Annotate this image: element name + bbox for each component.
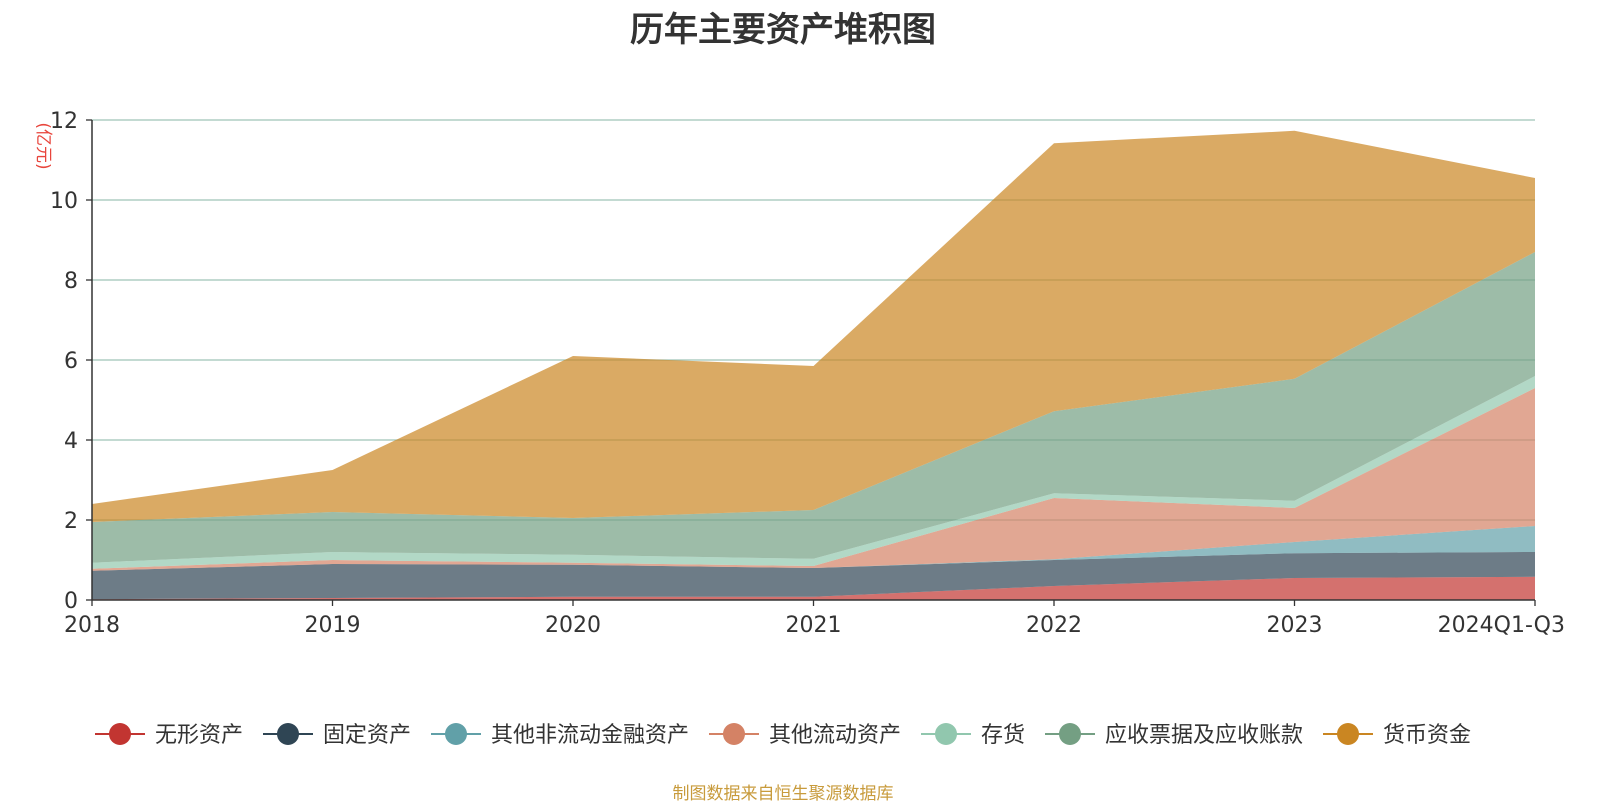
x-tick-label: 2018	[64, 613, 120, 638]
legend-item-4[interactable]: 存货	[921, 723, 1025, 748]
legend-marker	[722, 723, 745, 745]
legend-marker	[108, 723, 131, 745]
legend-item-1[interactable]: 固定资产	[262, 723, 411, 748]
legend-label: 货币资金	[1383, 723, 1471, 748]
x-tick-label: 2022	[1026, 613, 1082, 638]
legend-marker	[1059, 723, 1082, 745]
area-series-group	[92, 130, 1535, 600]
y-tick-label: 0	[64, 589, 78, 614]
area-series-6[interactable]	[92, 130, 1535, 523]
y-tick-label: 10	[50, 189, 78, 214]
y-tick-label: 8	[64, 269, 78, 294]
legend-marker	[935, 723, 958, 745]
area-series-5[interactable]	[92, 252, 1535, 563]
legend-label: 无形资产	[155, 723, 243, 748]
x-tick-label: 2023	[1267, 613, 1323, 638]
area-series-2[interactable]	[92, 526, 1535, 571]
legend: 无形资产 固定资产 其他非流动金融资产 其他流动资产 存货 应收票据及应收账款 货币资金	[94, 723, 1471, 748]
legend-item-0[interactable]: 无形资产	[94, 723, 243, 748]
y-tick-label: 2	[64, 509, 78, 534]
legend-item-6[interactable]: 货币资金	[1323, 723, 1471, 748]
y-tick-label: 4	[64, 429, 78, 454]
x-tick-label: 2019	[305, 613, 361, 638]
y-tick-label: 6	[64, 349, 78, 374]
legend-marker	[276, 723, 299, 745]
y-unit-label: (亿元)	[33, 122, 53, 169]
x-tick-label: 2020	[545, 613, 601, 638]
legend-label: 其他流动资产	[769, 723, 901, 748]
data-source-note: 制图数据来自恒生聚源数据库	[672, 784, 894, 804]
legend-label: 存货	[981, 723, 1025, 748]
legend-marker	[1337, 723, 1360, 745]
legend-label: 应收票据及应收账款	[1105, 723, 1303, 748]
legend-marker	[444, 723, 467, 745]
area-series-0[interactable]	[92, 576, 1535, 600]
area-series-1[interactable]	[92, 552, 1535, 600]
legend-item-5[interactable]: 应收票据及应收账款	[1045, 723, 1303, 748]
legend-item-3[interactable]: 其他流动资产	[708, 723, 901, 748]
legend-label: 其他非流动金融资产	[491, 723, 689, 748]
area-series-3[interactable]	[92, 388, 1535, 571]
legend-item-2[interactable]: 其他非流动金融资产	[430, 723, 689, 748]
axes: 0 2 4 6 8 10 12 2018 2019 2020 2021 2022 2023 2024Q1-…	[33, 109, 1565, 638]
chart-title: 历年主要资产堆积图	[630, 10, 936, 50]
y-tick-label: 12	[50, 109, 78, 134]
x-tick-label: 2024Q1-Q3	[1438, 613, 1565, 638]
legend-label: 固定资产	[323, 723, 411, 748]
x-tick-label: 2021	[786, 613, 842, 638]
